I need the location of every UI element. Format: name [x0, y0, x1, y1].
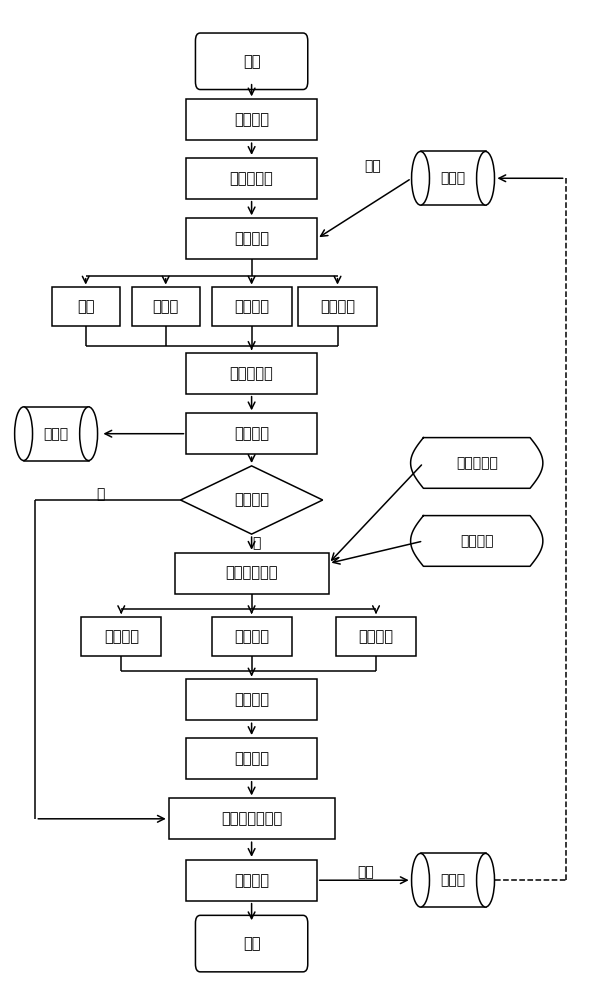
FancyBboxPatch shape [196, 33, 308, 90]
Polygon shape [411, 438, 543, 488]
Ellipse shape [14, 407, 32, 461]
Text: 结束: 结束 [243, 936, 260, 951]
Text: 开始: 开始 [243, 54, 260, 69]
Text: 否: 否 [96, 487, 105, 501]
Text: 删除节点: 删除节点 [359, 629, 393, 644]
Text: 数据库: 数据库 [44, 427, 69, 441]
Bar [81, 617, 161, 656]
Bar [420, 151, 486, 205]
FancyBboxPatch shape [196, 915, 308, 972]
Text: 报警配置: 报警配置 [234, 112, 269, 127]
Bar [420, 853, 486, 907]
Polygon shape [181, 466, 323, 534]
Text: 操作条件节点: 操作条件节点 [225, 566, 278, 581]
Text: 更新: 更新 [357, 865, 374, 879]
Bar [187, 860, 317, 901]
Bar [187, 99, 317, 140]
Text: 专家库: 专家库 [441, 873, 466, 887]
Text: 自采数据源: 自采数据源 [456, 456, 498, 470]
Text: 专家会诊: 专家会诊 [234, 492, 269, 508]
Ellipse shape [80, 407, 97, 461]
Text: 外部接口: 外部接口 [460, 534, 493, 548]
Text: 报警处理: 报警处理 [234, 873, 269, 888]
Text: 解析表达式: 解析表达式 [230, 366, 273, 381]
Bar [187, 413, 317, 454]
Text: 条件判断: 条件判断 [234, 751, 269, 766]
Ellipse shape [477, 151, 495, 205]
Bar [175, 553, 329, 594]
Bar [23, 407, 89, 461]
Bar [187, 218, 317, 259]
Bar [187, 679, 317, 720]
Text: 修改节点: 修改节点 [234, 629, 269, 644]
Bar [187, 353, 317, 394]
Bar [187, 738, 317, 779]
Text: 信号机: 信号机 [152, 299, 179, 314]
Bar [298, 287, 377, 326]
Ellipse shape [411, 151, 429, 205]
Text: 是: 是 [252, 536, 261, 550]
Text: 报警可视化展示: 报警可视化展示 [221, 811, 282, 826]
Text: 其他设备: 其他设备 [320, 299, 355, 314]
Bar [336, 617, 416, 656]
Text: 专家库: 专家库 [441, 171, 466, 185]
Polygon shape [411, 516, 543, 566]
Text: 重置流程: 重置流程 [234, 692, 269, 707]
Text: 读取: 读取 [365, 160, 382, 174]
Bar [132, 287, 200, 326]
Ellipse shape [477, 853, 495, 907]
Ellipse shape [411, 853, 429, 907]
Text: 初始化流程: 初始化流程 [230, 171, 273, 186]
Bar [212, 287, 292, 326]
Bar [51, 287, 120, 326]
Bar [169, 798, 334, 839]
Text: 道岔: 道岔 [77, 299, 94, 314]
Text: 条件判断: 条件判断 [234, 231, 269, 246]
Bar [187, 158, 317, 199]
Text: 轨道电路: 轨道电路 [234, 299, 269, 314]
Text: 生成报警: 生成报警 [234, 426, 269, 441]
Text: 增加节点: 增加节点 [104, 629, 139, 644]
Bar [212, 617, 292, 656]
